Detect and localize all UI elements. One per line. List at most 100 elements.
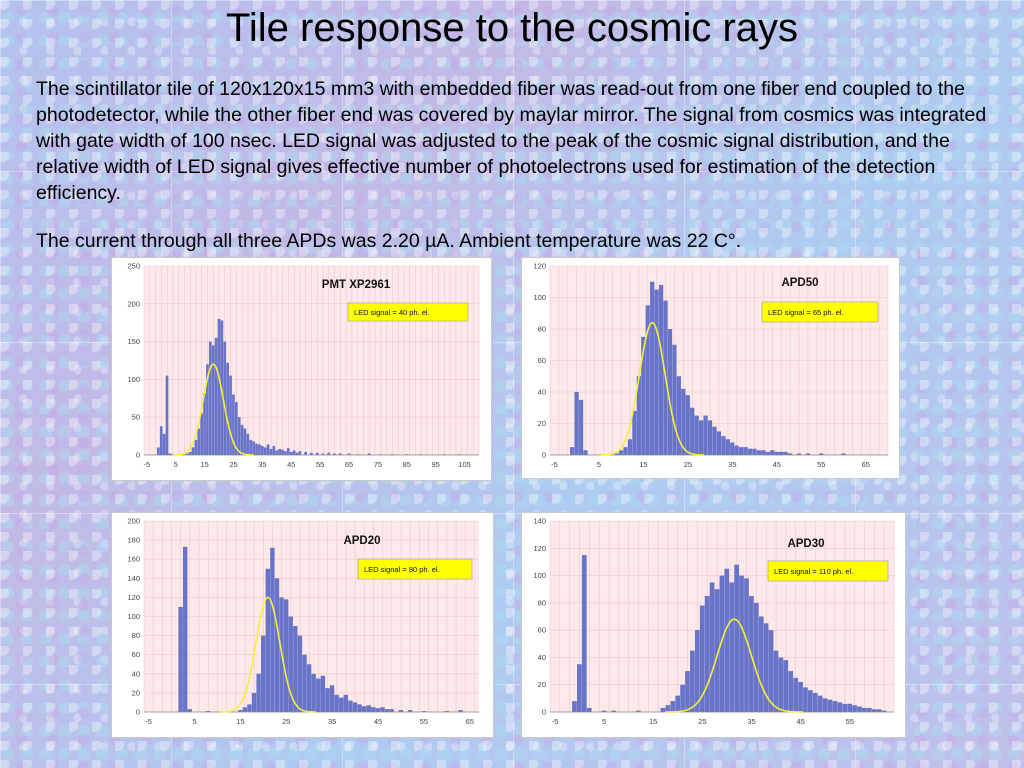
x-tick-label: 35 xyxy=(747,717,755,726)
histogram-bar xyxy=(743,447,748,455)
histogram-bar xyxy=(289,451,293,455)
histogram-bar xyxy=(185,453,189,455)
histogram-bar xyxy=(260,445,264,455)
y-tick-label: 200 xyxy=(127,299,140,308)
conditions-paragraph: The current through all three APDs was 2… xyxy=(36,230,742,252)
histogram-bar xyxy=(779,451,784,455)
histogram-bar xyxy=(707,420,713,455)
histogram-bar xyxy=(348,700,353,712)
x-tick-label: 35 xyxy=(328,717,336,726)
led-fit-curve xyxy=(172,363,254,456)
histogram-bar xyxy=(226,362,229,455)
histogram-bar xyxy=(310,452,313,455)
histogram-bar xyxy=(275,450,279,455)
chart-panel-apd30: 0 20 40 60 80 100 120 140 -5 5 15 25 35 45 55 APD30 LED … xyxy=(521,512,906,738)
histogram-bar xyxy=(765,451,770,455)
led-signal-box xyxy=(347,302,469,322)
histogram-bar xyxy=(841,453,846,455)
histogram-bar xyxy=(178,606,183,712)
histogram-bar xyxy=(714,589,720,712)
histogram-bar xyxy=(698,420,704,455)
histogram-bar xyxy=(783,660,789,712)
histogram-bar xyxy=(724,568,730,712)
histogram-bar xyxy=(675,695,681,712)
histogram-bar xyxy=(168,453,172,455)
histogram-bar xyxy=(636,376,641,455)
histogram-bar xyxy=(618,450,624,455)
led-signal-label: LED signal = 65 ph. el. xyxy=(768,308,844,317)
histogram-bar xyxy=(200,413,204,455)
histogram-apd50: 0 20 40 60 80 100 120 -5 5 15 25 35 45 55 65 APD50 LED s… xyxy=(533,262,889,469)
histogram-bar xyxy=(739,575,744,712)
y-tick-label: 80 xyxy=(538,598,546,607)
histogram-bar xyxy=(827,699,833,712)
y-tick-label: 120 xyxy=(127,593,140,602)
x-tick-label: 5 xyxy=(174,460,178,469)
histogram-bar xyxy=(203,393,206,455)
histogram-apd20: 0 20 40 60 80 100 120 140 160 180 200 -5 5 15 25 35 45 55… xyxy=(127,517,479,726)
x-tick-label: 15 xyxy=(639,460,647,469)
histogram-bar xyxy=(570,447,575,455)
y-tick-label: 60 xyxy=(132,650,140,659)
histogram-bar xyxy=(572,701,577,712)
histogram-bar xyxy=(761,450,766,455)
histogram-bar xyxy=(756,450,762,455)
y-tick-label: 40 xyxy=(538,388,546,397)
histogram-bar xyxy=(304,451,307,455)
histogram-bar xyxy=(338,453,342,455)
histogram-bar xyxy=(320,675,326,712)
histogram-bar xyxy=(371,707,376,712)
histogram-bar xyxy=(421,711,427,712)
y-tick-label: 250 xyxy=(127,262,140,271)
histogram-bar xyxy=(292,450,296,455)
histogram-bar xyxy=(295,452,299,455)
histogram-bar xyxy=(812,692,818,712)
histogram-bar xyxy=(316,678,321,712)
histogram-bar xyxy=(578,399,584,455)
histogram-bar xyxy=(719,575,725,712)
histogram-bar xyxy=(288,616,293,712)
led-signal-label: LED signal = 110 ph. el. xyxy=(774,567,853,576)
y-tick-label: 0 xyxy=(136,708,140,717)
histogram-bar xyxy=(162,433,166,455)
led-signal-box xyxy=(761,301,879,323)
histogram-bar xyxy=(232,394,235,455)
led-fit-curve xyxy=(220,596,316,713)
histogram-bar xyxy=(272,445,276,455)
histogram-bar xyxy=(311,673,316,712)
x-tick-label: 25 xyxy=(229,460,237,469)
histogram-bar xyxy=(632,410,637,455)
histogram-bar xyxy=(774,451,779,455)
histogram-bar xyxy=(676,376,681,455)
histogram-bar xyxy=(871,709,877,712)
histogram-bar xyxy=(796,453,802,455)
histogram-bar xyxy=(380,707,385,712)
histogram-bar xyxy=(734,564,739,712)
histogram-bar xyxy=(716,431,722,455)
chart-title: PMT XP2961 xyxy=(322,279,391,291)
histogram-bar xyxy=(327,452,331,455)
y-tick-label: 140 xyxy=(533,517,546,526)
y-tick-label: 20 xyxy=(538,419,546,428)
histogram-bar xyxy=(798,681,803,712)
histogram-bar xyxy=(636,710,641,712)
x-tick-label: 65 xyxy=(862,460,870,469)
histogram-bar xyxy=(712,426,717,455)
y-tick-label: 180 xyxy=(127,536,140,545)
histogram-bar xyxy=(658,284,664,455)
histogram-bar xyxy=(623,447,628,455)
histogram-bar xyxy=(256,673,261,712)
histogram-bar xyxy=(270,547,275,712)
histogram-bar xyxy=(665,705,671,712)
histogram-bar xyxy=(246,433,250,455)
x-tick-label: 35 xyxy=(258,460,266,469)
histogram-bar xyxy=(650,281,655,455)
y-tick-label: 200 xyxy=(127,517,140,526)
y-tick-label: 120 xyxy=(533,262,546,271)
y-tick-label: 150 xyxy=(127,337,140,346)
histogram-bar xyxy=(694,630,700,712)
x-tick-label: 45 xyxy=(796,717,804,726)
histogram-bar xyxy=(739,447,744,455)
y-tick-label: 60 xyxy=(538,356,546,365)
x-tick-label: 25 xyxy=(282,717,290,726)
